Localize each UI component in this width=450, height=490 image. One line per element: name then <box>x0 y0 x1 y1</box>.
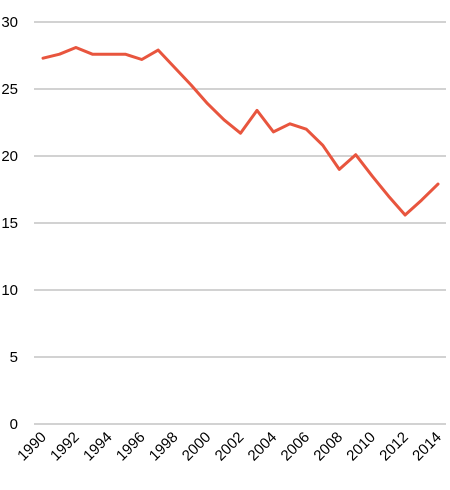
x-tick-label: 2014 <box>409 429 445 465</box>
x-tick-label: 2000 <box>179 429 215 465</box>
gridlines <box>34 21 446 425</box>
x-tick-label: 2012 <box>376 429 412 465</box>
y-tick-label: 15 <box>1 215 18 232</box>
y-tick-label: 5 <box>10 349 18 366</box>
y-tick-label: 25 <box>1 81 18 98</box>
x-tick-label: 1990 <box>14 429 50 465</box>
y-tick-label: 20 <box>1 148 18 165</box>
y-tick-label: 0 <box>10 416 18 433</box>
y-tick-label: 10 <box>1 282 18 299</box>
x-tick-label: 2004 <box>245 429 281 465</box>
x-tick-label: 1992 <box>47 429 83 465</box>
x-tick-label: 2002 <box>212 429 248 465</box>
series-lines <box>41 46 440 217</box>
x-tick-label: 2010 <box>343 429 379 465</box>
y-tick-label: 30 <box>1 14 18 31</box>
series-line-0 <box>41 46 440 217</box>
x-axis-tick-labels: 1990199219941996199820002002200420062008… <box>14 429 445 465</box>
y-axis-tick-labels: 0 5 10 15 20 25 30 <box>1 14 18 433</box>
x-tick-label: 1994 <box>80 429 116 465</box>
x-tick-label: 2008 <box>310 429 346 465</box>
x-tick-label: 1996 <box>113 429 149 465</box>
x-tick-label: 2006 <box>278 429 314 465</box>
x-tick-label: 1998 <box>146 429 182 465</box>
